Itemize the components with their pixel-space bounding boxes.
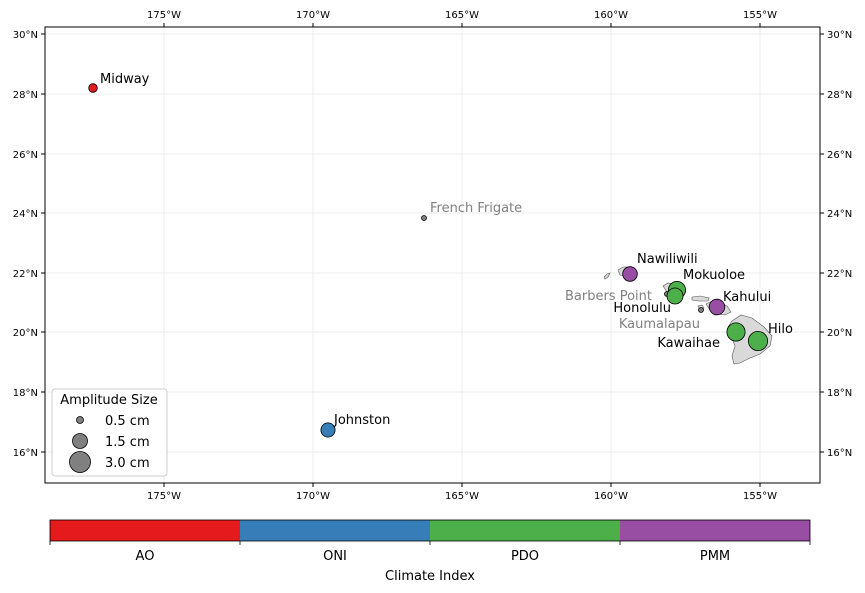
legend-label: 0.5 cm <box>105 414 150 429</box>
lon-tick-label: 165°W <box>445 10 479 21</box>
station-label-kahului: Kahului <box>723 290 771 305</box>
colorbar-segment-pmm <box>620 520 810 541</box>
station-label-barbers-point: Barbers Point <box>565 289 652 304</box>
station-label-mokuoloe: Mokuoloe <box>683 268 745 283</box>
lon-tick-label: 175°W <box>147 491 181 502</box>
station-label-nawiliwili: Nawiliwili <box>637 252 698 267</box>
station-marker-nawiliwili[interactable] <box>622 266 638 282</box>
station-label-french-frigate: French Frigate <box>430 201 522 216</box>
lat-tick-labels-left: 16°N 18°N 20°N 22°N 24°N 26°N 28°N 30°N <box>13 30 38 459</box>
colorbar-ticks <box>49 541 811 545</box>
island-molokai <box>691 295 710 302</box>
station-label-kawaihae: Kawaihae <box>657 336 720 351</box>
station-label-hilo: Hilo <box>768 322 793 337</box>
lon-tick-label: 170°W <box>296 10 330 21</box>
station-label-midway: Midway <box>100 72 150 87</box>
amplitude-legend: Amplitude Size 0.5 cm 1.5 cm 3.0 cm <box>51 388 168 477</box>
colorbar-segment-pdo <box>430 520 620 541</box>
lat-tick-label: 24°N <box>13 209 38 220</box>
lat-tick-label: 26°N <box>13 150 38 161</box>
lon-tick-label: 155°W <box>743 10 777 21</box>
station-marker-french-frigate[interactable] <box>421 215 427 221</box>
lat-tick-label: 18°N <box>13 388 38 399</box>
legend-label: 1.5 cm <box>105 435 150 450</box>
lon-tick-label: 155°W <box>743 491 777 502</box>
lat-tick-label: 28°N <box>13 90 38 101</box>
station-marker-kawaihae[interactable] <box>726 322 746 342</box>
lat-tick-label: 30°N <box>827 30 852 41</box>
station-label-honolulu: Honolulu <box>613 301 671 316</box>
lon-tick-labels-bottom: 175°W 170°W 165°W 160°W 155°W <box>147 491 777 502</box>
lat-tick-label: 16°N <box>827 448 852 459</box>
station-markers <box>88 83 769 438</box>
lat-tick-labels-right: 16°N 18°N 20°N 22°N 24°N 26°N 28°N 30°N <box>827 30 852 459</box>
station-label-kaumalapau: Kaumalapau <box>619 317 700 332</box>
lat-tick-label: 26°N <box>827 150 852 161</box>
station-label-johnston: Johnston <box>333 413 390 428</box>
station-labels: Midway French Frigate Nawiliwili Mokuolo… <box>100 72 793 428</box>
colorbar-category-label: ONI <box>323 549 347 564</box>
lat-tick-label: 18°N <box>827 388 852 399</box>
colorbar-category-label: PDO <box>511 549 539 564</box>
tick-marks <box>41 23 824 487</box>
station-marker-kahului[interactable] <box>708 298 726 316</box>
station-marker-johnston[interactable] <box>320 422 336 438</box>
station-marker-kaumalapau[interactable] <box>698 307 704 313</box>
lat-tick-label: 20°N <box>827 328 852 339</box>
lon-tick-label: 170°W <box>296 491 330 502</box>
colorbar-title: Climate Index <box>385 569 475 584</box>
station-marker-hilo[interactable] <box>748 330 769 351</box>
colorbar-category-label: AO <box>136 549 155 564</box>
map-frame <box>44 26 821 484</box>
gridlines <box>45 27 820 483</box>
lon-tick-label: 160°W <box>594 10 628 21</box>
station-marker-honolulu[interactable] <box>666 287 684 305</box>
lon-tick-label: 165°W <box>445 491 479 502</box>
colorbar-category-label: PMM <box>700 549 730 564</box>
legend-title: Amplitude Size <box>60 393 157 408</box>
colorbar-segment-oni <box>240 520 430 541</box>
colorbar-segment-ao <box>50 520 240 541</box>
lat-tick-label: 20°N <box>13 328 38 339</box>
lat-tick-label: 30°N <box>13 30 38 41</box>
lon-tick-label: 160°W <box>594 491 628 502</box>
legend-marker-small <box>76 416 84 424</box>
station-marker-midway[interactable] <box>88 83 98 93</box>
island-niihau <box>603 272 611 280</box>
lat-tick-label: 22°N <box>13 269 38 280</box>
lat-tick-label: 22°N <box>827 269 852 280</box>
lat-tick-label: 28°N <box>827 90 852 101</box>
lat-tick-label: 24°N <box>827 209 852 220</box>
lon-tick-labels-top: 175°W 170°W 165°W 160°W 155°W <box>147 10 777 21</box>
legend-marker-large <box>69 451 91 473</box>
lat-tick-label: 16°N <box>13 448 38 459</box>
lon-tick-label: 175°W <box>147 10 181 21</box>
legend-label: 3.0 cm <box>105 456 150 471</box>
legend-marker-medium <box>72 433 88 449</box>
map-background <box>45 27 820 483</box>
colorbar: AO ONI PDO PMM Climate Index <box>49 519 811 584</box>
